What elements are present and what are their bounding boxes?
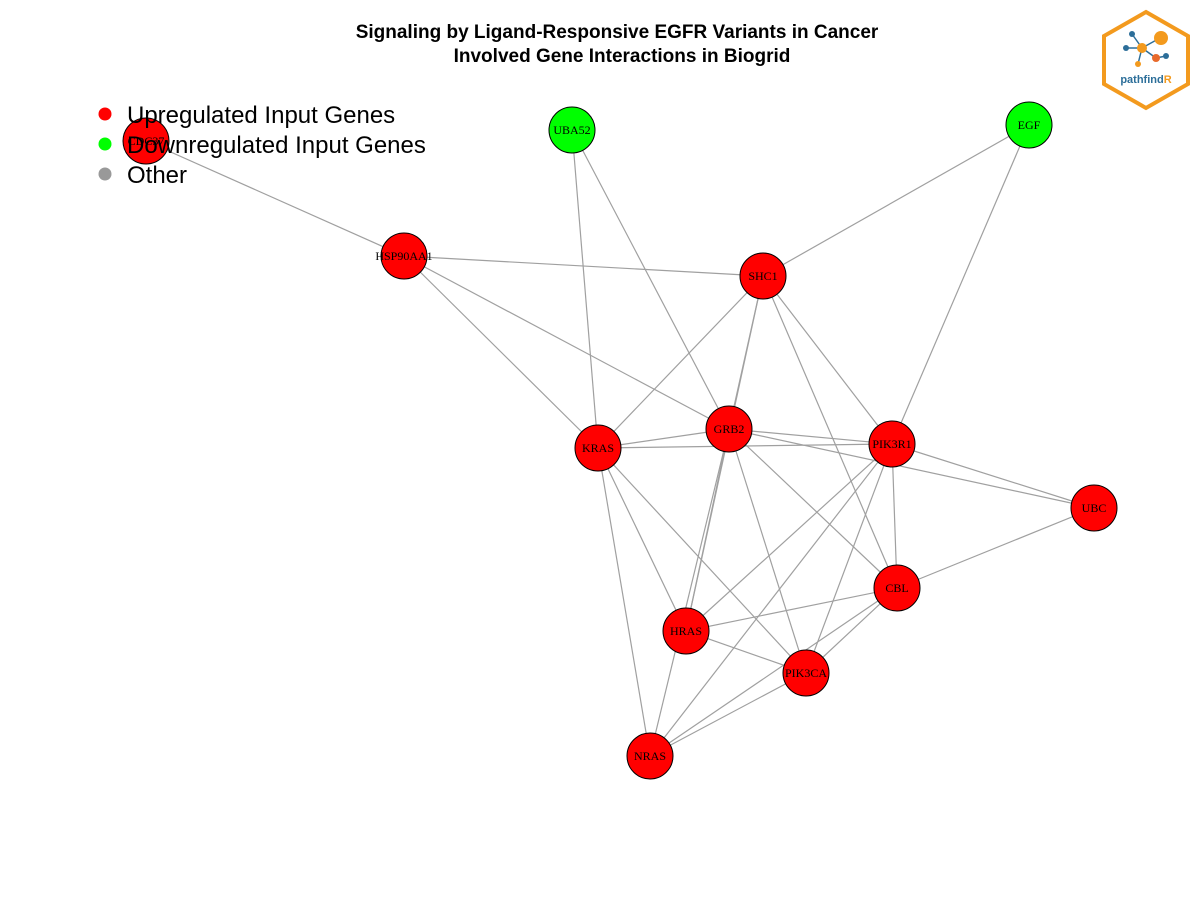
gene-node-uba52[interactable]: UBA52 (548, 106, 596, 154)
gene-node-circle (868, 420, 916, 468)
edge-shc1-kras (597, 275, 764, 449)
edge-cdc37-hsp90aa1 (145, 140, 405, 257)
logo-network-icon (1123, 31, 1169, 67)
gene-node-label: PIK3CA (785, 666, 827, 680)
edge-cbl-nras (649, 587, 898, 757)
edge-kras-nras (597, 447, 651, 757)
gene-node-shc1[interactable]: SHC1 (739, 252, 787, 300)
gene-node-label: HRAS (670, 624, 702, 638)
node-layer: HSP90AA1 UBA52 EGF SHC1 GRB2 KRAS PIK3R1 UBC CBL… (122, 101, 1118, 780)
gene-node-label: CBL (885, 581, 908, 595)
legend-swatch-1 (98, 137, 112, 151)
legend-swatch-0 (98, 107, 112, 121)
gene-node-kras[interactable]: KRAS (574, 424, 622, 472)
gene-node-label: KRAS (582, 441, 614, 455)
gene-node-circle (662, 607, 710, 655)
gene-node-hsp90aa1[interactable]: HSP90AA1 (375, 232, 433, 280)
gene-node-circle (705, 405, 753, 453)
edge-grb2-pik3ca (728, 428, 807, 674)
edge-egf-pik3r1 (891, 124, 1030, 445)
figure-title-line1: Signaling by Ligand-Responsive EGFR Vari… (356, 22, 879, 43)
gene-node-pik3ca[interactable]: PIK3CA (782, 649, 830, 697)
edge-grb2-nras (649, 428, 730, 757)
edge-grb2-hras (685, 428, 730, 632)
legend: Upregulated Input Genes Downregulated Inp… (98, 102, 426, 189)
gene-node-cbl[interactable]: CBL (873, 564, 921, 612)
edge-shc1-pik3r1 (762, 275, 893, 445)
gene-node-circle (380, 232, 428, 280)
edge-pik3r1-hras (685, 443, 893, 632)
gene-node-nras[interactable]: NRAS (626, 732, 674, 780)
edge-grb2-cbl (728, 428, 898, 589)
gene-node-circle (873, 564, 921, 612)
edge-pik3r1-cbl (891, 443, 898, 589)
gene-node-label: PIK3R1 (872, 437, 911, 451)
gene-node-ubc[interactable]: UBC (1070, 484, 1118, 532)
gene-node-label: GRB2 (714, 422, 745, 436)
figure-title-line2: Involved Gene Interactions in Biogrid (454, 46, 791, 67)
gene-node-circle (574, 424, 622, 472)
edge-pik3r1-nras (649, 443, 893, 757)
gene-node-circle (1005, 101, 1053, 149)
gene-node-label: NRAS (634, 749, 666, 763)
edge-kras-hras (597, 447, 687, 632)
edge-grb2-ubc (728, 428, 1095, 509)
gene-node-circle (782, 649, 830, 697)
legend-label-1: Downregulated Input Genes (127, 132, 426, 159)
edge-uba52-grb2 (571, 129, 730, 430)
edge-shc1-cbl (762, 275, 898, 589)
logo-hexagon (1102, 9, 1190, 111)
edge-hsp90aa1-grb2 (403, 255, 730, 430)
legend-label-2: Other (127, 162, 187, 189)
edge-egf-shc1 (762, 124, 1030, 277)
gene-node-label: CDC37 (128, 134, 165, 148)
logo-wordmark: pathfindR (1120, 74, 1171, 86)
edge-uba52-kras (571, 129, 599, 449)
gene-node-circle (1070, 484, 1118, 532)
gene-node-label: HSP90AA1 (375, 249, 432, 263)
legend-swatch-2 (98, 167, 112, 181)
legend-label-0: Upregulated Input Genes (127, 102, 395, 129)
gene-node-egf[interactable]: EGF (1005, 101, 1053, 149)
gene-node-hras[interactable]: HRAS (662, 607, 710, 655)
gene-node-grb2[interactable]: GRB2 (705, 405, 753, 453)
gene-node-circle (548, 106, 596, 154)
gene-node-circle (626, 732, 674, 780)
logo-text-accent: R (1164, 74, 1172, 86)
gene-node-label: EGF (1018, 118, 1041, 132)
logo-text-main: pathfind (1120, 74, 1163, 86)
gene-node-circle (122, 117, 170, 165)
edge-hsp90aa1-kras (403, 255, 599, 449)
gene-node-circle (739, 252, 787, 300)
edge-cbl-hras (685, 587, 898, 632)
edge-pik3ca-nras (649, 672, 807, 757)
gene-node-pik3r1[interactable]: PIK3R1 (868, 420, 916, 468)
gene-node-label: UBA52 (553, 123, 590, 137)
gene-node-cdc37[interactable]: CDC37 (122, 117, 170, 165)
edge-pik3r1-ubc (891, 443, 1095, 509)
gene-node-label: SHC1 (748, 269, 777, 283)
edge-grb2-pik3r1 (728, 428, 893, 445)
pathfindr-logo: pathfindR (1102, 9, 1190, 111)
edge-pik3r1-pik3ca (805, 443, 893, 674)
edge-ubc-cbl (896, 507, 1095, 589)
edge-kras-pik3ca (597, 447, 807, 674)
gene-node-label: UBC (1082, 501, 1107, 515)
